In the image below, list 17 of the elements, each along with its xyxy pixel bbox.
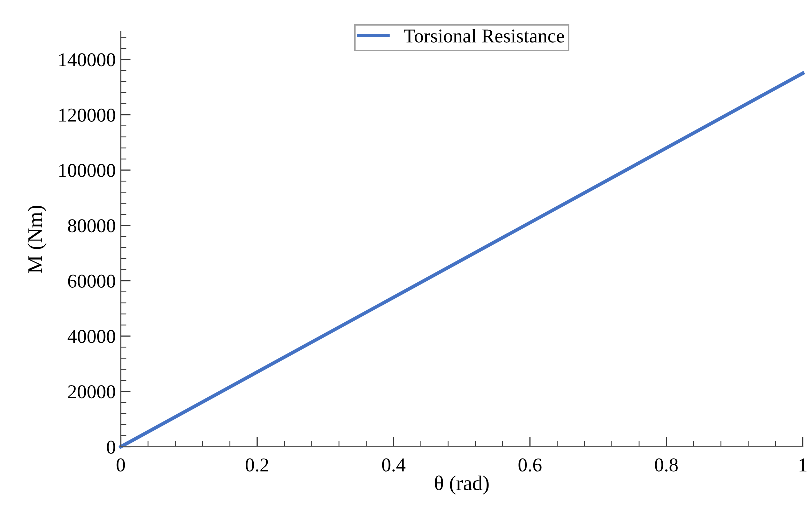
y-tick-label: 0 [107,440,116,454]
y-axis-title: M (Nm) [28,206,47,274]
y-tick-label: 100000 [60,164,116,178]
y-tick-label: 60000 [68,274,116,288]
y-tick-label: 40000 [68,330,116,344]
x-tick-label: 0 [116,458,126,472]
y-tick-label: 80000 [68,219,116,233]
x-tick-label: 0.6 [518,458,542,472]
legend-label: Torsional Resistance [404,29,564,43]
x-tick-label: 0.8 [655,458,678,472]
x-axis-title: θ (rad) [435,476,489,495]
y-tick-label: 140000 [60,53,116,67]
x-tick-label: 1 [800,458,807,472]
x-tick-label: 0.4 [382,458,406,472]
y-tick-label: 20000 [68,385,116,399]
y-tick-label: 120000 [60,108,116,122]
x-tick-label: 0.2 [246,458,268,472]
